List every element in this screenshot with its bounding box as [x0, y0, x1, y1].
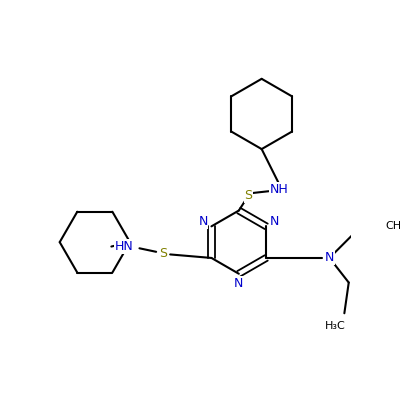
Text: N: N	[234, 277, 244, 290]
Text: S: S	[159, 247, 167, 260]
Text: S: S	[244, 189, 252, 202]
Text: N: N	[325, 252, 334, 264]
Text: H₃C: H₃C	[325, 320, 346, 330]
Text: N: N	[270, 215, 279, 228]
Text: CH₃: CH₃	[386, 221, 400, 231]
Text: N: N	[198, 215, 208, 228]
Text: HN: HN	[114, 240, 133, 253]
Text: NH: NH	[270, 183, 288, 196]
